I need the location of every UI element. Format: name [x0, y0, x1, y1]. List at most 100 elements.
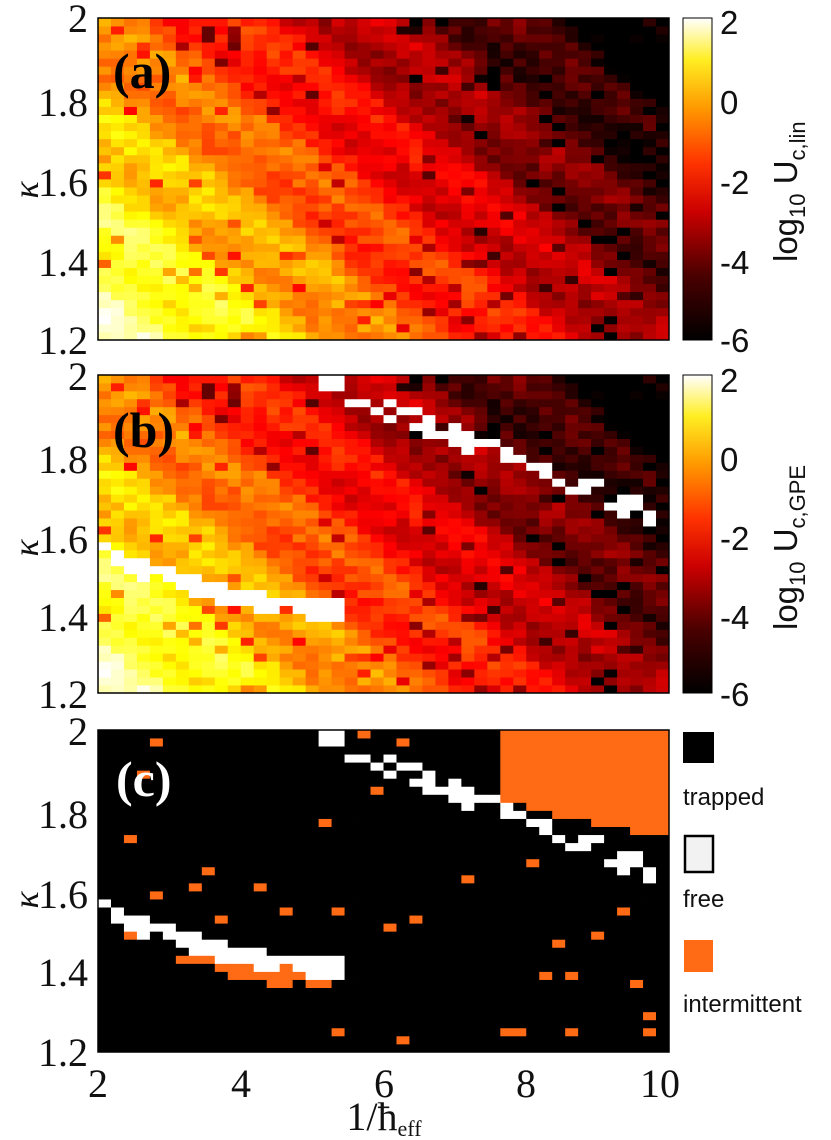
- heatmap-cell: [214, 518, 229, 527]
- heatmap-cell: [474, 42, 488, 51]
- heatmap-cell: [396, 195, 410, 204]
- heatmap-cell: [227, 899, 242, 908]
- heatmap-cell: [552, 605, 566, 614]
- heatmap-cell: [188, 891, 203, 900]
- heatmap-cell: [526, 526, 540, 535]
- heatmap-cell: [435, 629, 449, 638]
- heatmap-cell: [305, 390, 320, 400]
- heatmap-cell: [630, 235, 644, 244]
- heatmap-cell: [344, 219, 358, 228]
- heatmap-cell: [318, 406, 332, 416]
- heatmap-cell: [279, 677, 294, 686]
- heatmap-cell: [656, 661, 670, 670]
- heatmap-cell: [331, 203, 345, 212]
- heatmap-cell: [591, 605, 605, 614]
- heatmap-cell: [162, 90, 177, 99]
- heatmap-cell: [331, 597, 345, 606]
- heatmap-cell: [318, 534, 332, 543]
- heatmap-cell: [318, 382, 332, 392]
- heatmap-cell: [487, 534, 501, 543]
- heatmap-cell: [422, 557, 436, 567]
- heatmap-cell: [565, 227, 579, 236]
- heatmap-cell: [604, 219, 618, 228]
- heatmap-cell: [500, 179, 514, 188]
- heatmap-cell: [318, 794, 332, 803]
- heatmap-cell: [617, 645, 631, 654]
- heatmap-cell: [227, 541, 242, 551]
- heatmap-cell: [227, 661, 242, 670]
- heatmap-cell: [396, 375, 410, 384]
- heatmap-cell: [422, 259, 436, 268]
- heatmap-cell: [266, 778, 281, 787]
- heatmap-cell: [110, 955, 125, 964]
- heatmap-cell: [188, 589, 203, 598]
- heatmap-cell: [214, 74, 229, 83]
- heatmap-cell: [123, 549, 138, 559]
- heatmap-cell: [175, 259, 190, 268]
- heatmap-cell: [253, 947, 268, 956]
- heatmap-cell: [188, 549, 203, 559]
- heatmap-cell: [240, 730, 255, 739]
- heatmap-cell: [643, 291, 657, 301]
- heatmap-cell: [136, 899, 151, 908]
- heatmap-cell: [552, 677, 566, 686]
- heatmap-cell: [344, 746, 358, 755]
- heatmap-cell: [227, 235, 242, 244]
- heatmap-cell: [292, 331, 307, 341]
- heatmap-cell: [643, 438, 657, 447]
- heatmap-cell: [266, 406, 281, 416]
- heatmap-cell: [331, 581, 345, 591]
- heatmap-cell: [227, 637, 242, 646]
- heatmap-cell: [357, 430, 371, 439]
- heatmap-cell: [240, 979, 255, 988]
- heatmap-cell: [487, 834, 501, 844]
- heatmap-cell: [578, 195, 592, 204]
- heatmap-cell: [552, 597, 566, 606]
- heatmap-cell: [162, 677, 177, 686]
- heatmap-cell: [370, 299, 384, 309]
- heatmap-cell: [149, 235, 164, 244]
- heatmap-cell: [279, 331, 294, 341]
- heatmap-cell: [500, 995, 514, 1005]
- heatmap-cell: [604, 18, 618, 27]
- heatmap-cell: [435, 979, 449, 988]
- heatmap-cell: [305, 730, 320, 739]
- heatmap-cell: [357, 645, 371, 654]
- heatmap-cell: [162, 323, 177, 333]
- heatmap-cell: [331, 34, 345, 43]
- heatmap-cell: [201, 462, 216, 471]
- heatmap-cell: [578, 605, 592, 614]
- heatmap-cell: [409, 597, 423, 606]
- heatmap-cell: [539, 939, 553, 948]
- heatmap-cell: [487, 122, 501, 132]
- heatmap-cell: [279, 637, 294, 646]
- heatmap-cell: [240, 462, 255, 471]
- heatmap-cell: [110, 98, 125, 107]
- heatmap-cell: [110, 605, 125, 614]
- heatmap-cell: [110, 526, 125, 535]
- heatmap-cell: [318, 762, 332, 771]
- heatmap-cell: [318, 203, 332, 212]
- heatmap-cell: [266, 486, 281, 495]
- heatmap-cell: [578, 211, 592, 220]
- heatmap-cell: [344, 794, 358, 803]
- heatmap-cell: [253, 430, 268, 439]
- heatmap-cell: [422, 235, 436, 244]
- heatmap-cell: [305, 661, 320, 670]
- heatmap-cell: [227, 90, 242, 99]
- heatmap-cell: [201, 1043, 216, 1053]
- heatmap-cell: [98, 581, 112, 591]
- heatmap-cell: [383, 486, 397, 495]
- heatmap-cell: [292, 18, 307, 27]
- heatmap-cell: [318, 661, 332, 670]
- heatmap-cell: [526, 42, 540, 51]
- heatmap-cell: [175, 98, 190, 107]
- heatmap-cell: [331, 179, 345, 188]
- heatmap-cell: [409, 179, 423, 188]
- heatmap-cell: [513, 203, 527, 212]
- heatmap-cell: [513, 802, 527, 811]
- heatmap-cell: [422, 42, 436, 51]
- heatmap-cell: [604, 406, 618, 416]
- heatmap-cell: [422, 786, 436, 795]
- heatmap-cell: [578, 534, 592, 543]
